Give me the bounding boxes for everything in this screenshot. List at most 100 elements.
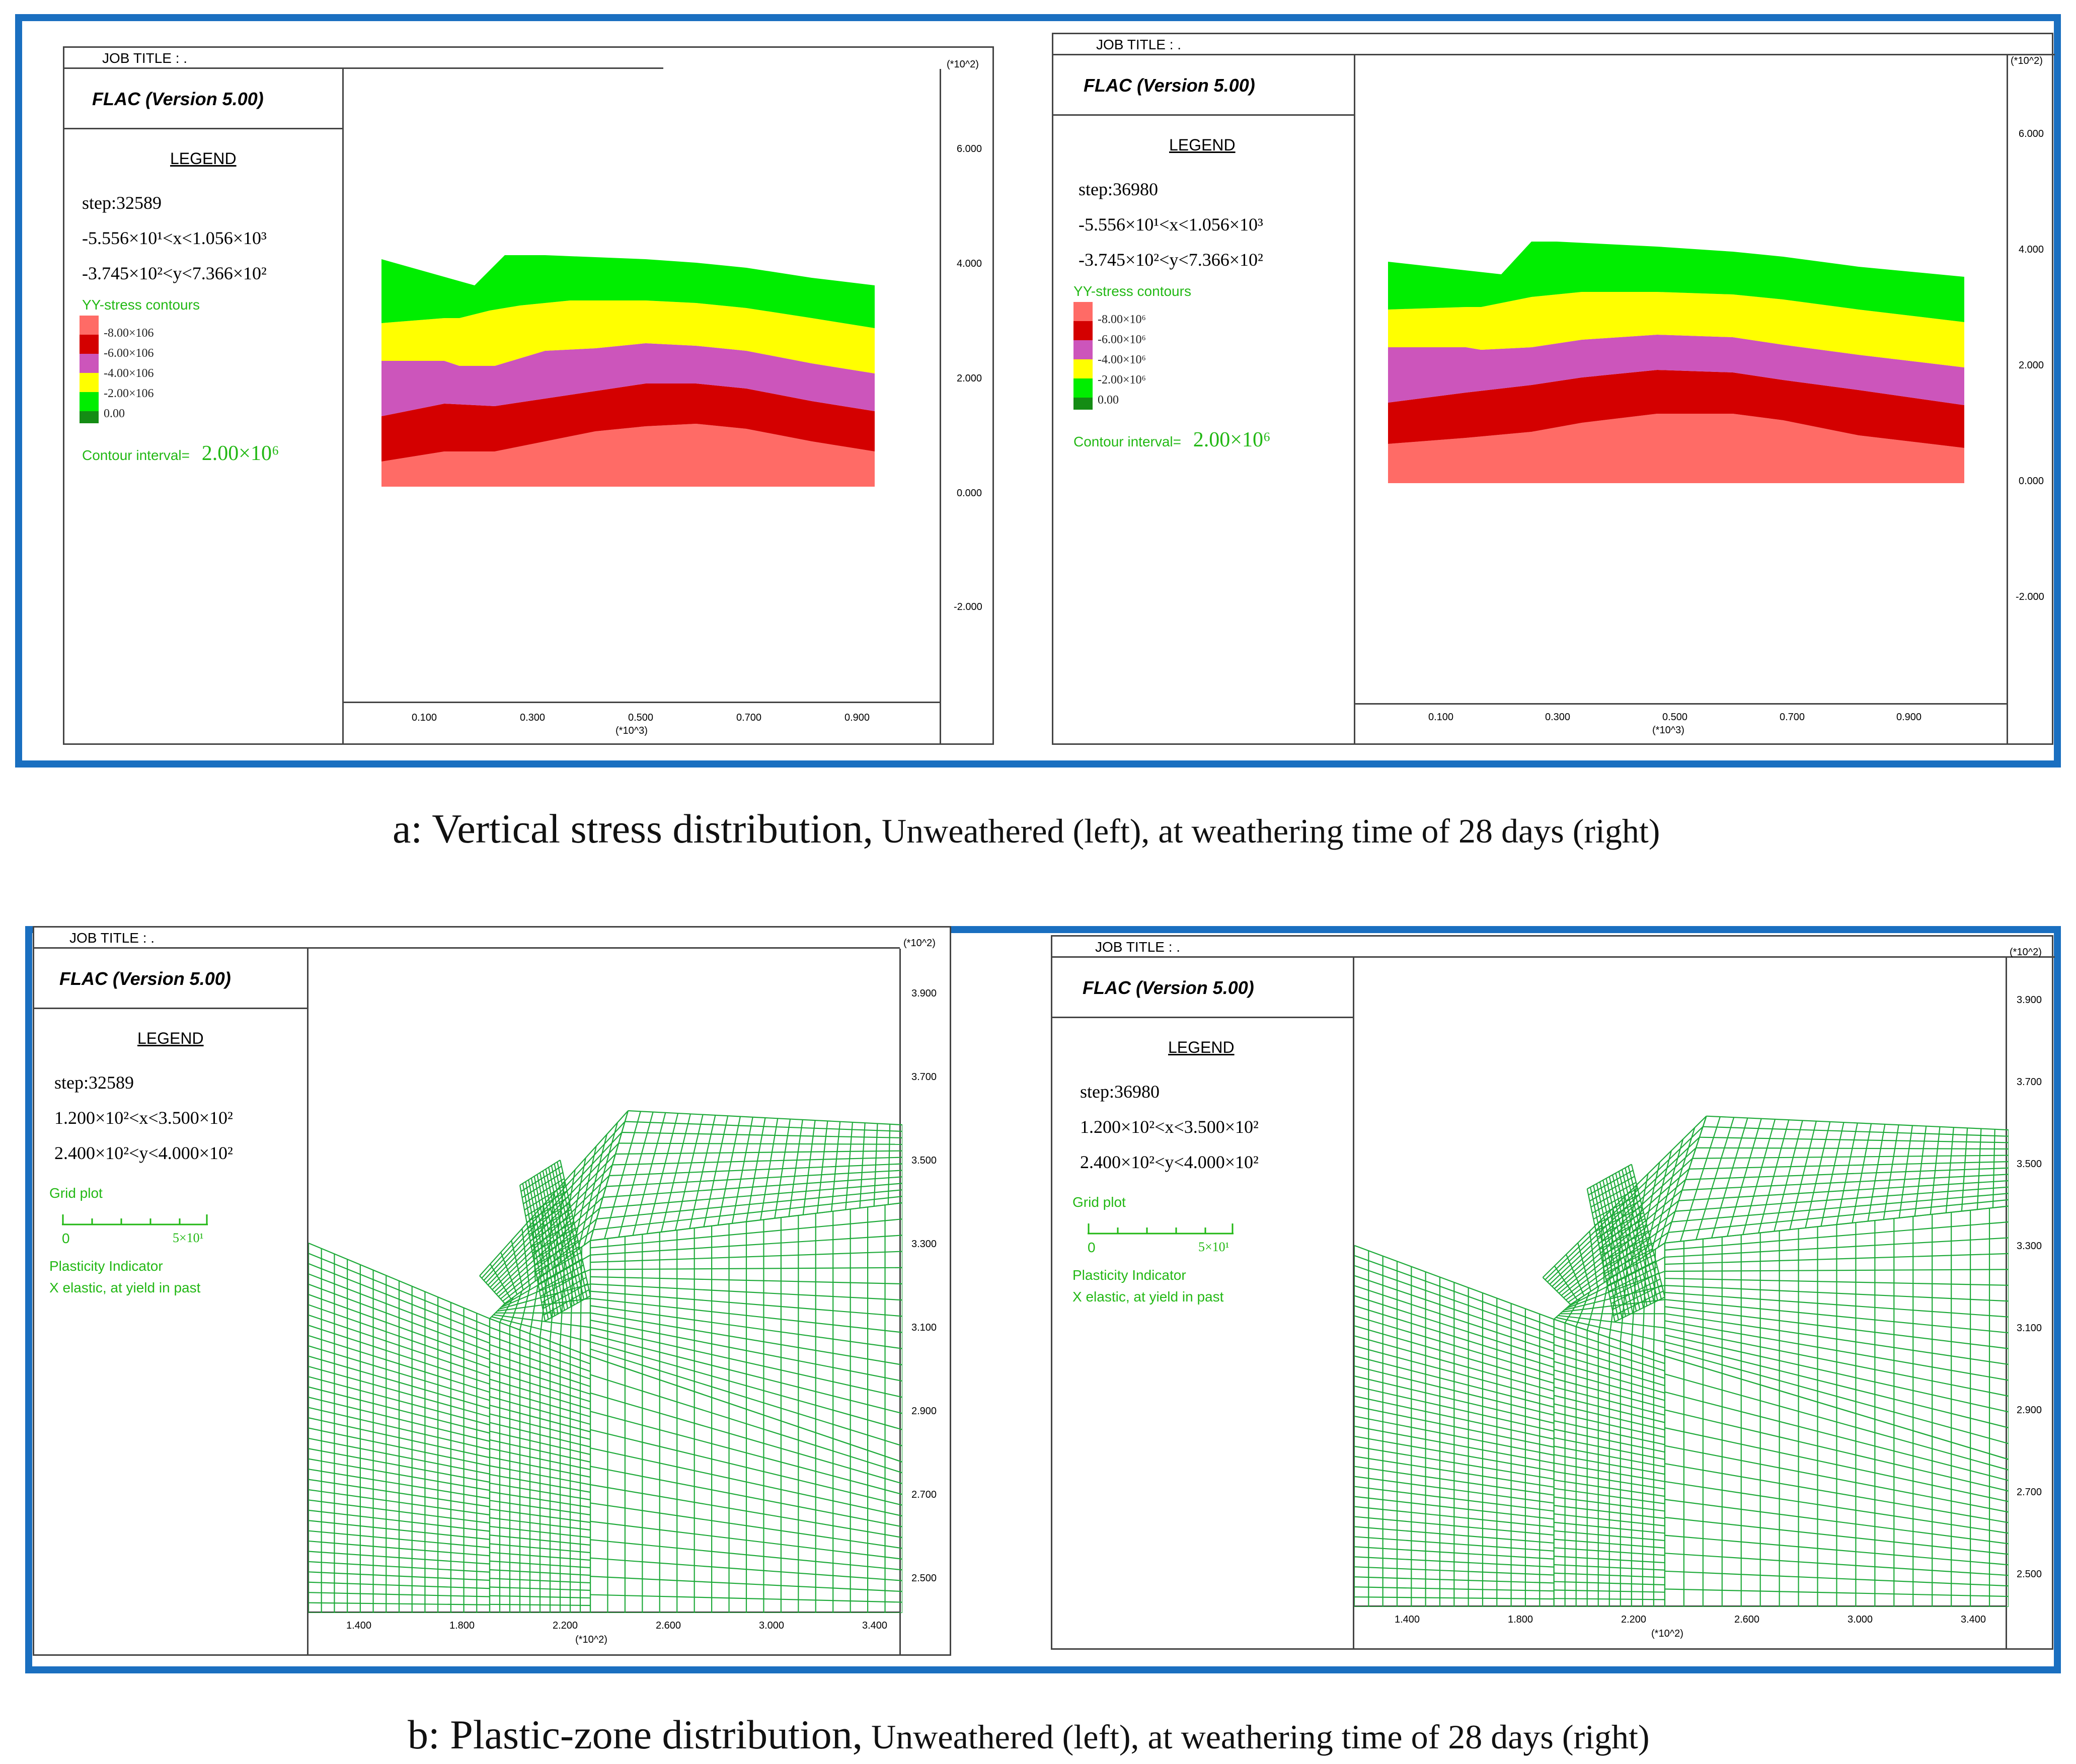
swatch-salmon xyxy=(1073,302,1093,321)
swatch-dark-green xyxy=(1073,398,1093,410)
mesh-right-upper xyxy=(589,1202,902,1463)
y-tick: 3.500 xyxy=(2017,1159,2042,1170)
x-tick: 0.500 xyxy=(1662,712,1688,723)
contour-interval-label: Contour interval= xyxy=(82,447,190,463)
plot-area xyxy=(307,949,902,1613)
x-axis: 0.100 0.300 0.500 0.700 0.900 (*10^3) xyxy=(342,703,941,745)
contour-level: -2.00×10⁶ xyxy=(1098,373,1146,387)
caption-sub: Unweathered (left), at weathering time o… xyxy=(863,1718,1650,1756)
figure-b-right-panel: JOB TITLE : . FLAC (Version 5.00) LEGEND… xyxy=(1051,935,2055,1650)
y-tick: 2.000 xyxy=(957,373,982,384)
stress-contour-plot xyxy=(1388,242,1964,483)
job-title: JOB TITLE : . xyxy=(1053,34,2055,55)
legend-column: FLAC (Version 5.00) LEGEND step:36980 1.… xyxy=(1052,958,1354,1650)
mesh-dense-patch xyxy=(1586,1164,1666,1323)
y-exponent: (*10^2) xyxy=(903,938,936,949)
x-exponent: (*10^3) xyxy=(1652,725,1684,736)
contour-level: 0.00 xyxy=(1098,394,1119,407)
x-exponent: (*10^3) xyxy=(616,725,648,736)
swatch-dark-green xyxy=(80,411,99,423)
contour-title: YY-stress contours xyxy=(82,297,200,313)
x-tick: 0.700 xyxy=(736,712,762,723)
contour-interval: Contour interval= 2.00×10⁶ xyxy=(82,441,279,466)
y-tick: 3.300 xyxy=(2017,1241,2042,1252)
contour-level: -4.00×10⁶ xyxy=(1098,353,1146,366)
mesh-right-lower xyxy=(589,1355,902,1613)
program-name: FLAC (Version 5.00) xyxy=(1052,958,1353,1018)
caption-main: b: Plastic-zone distribution, xyxy=(408,1712,863,1757)
y-tick: 2.900 xyxy=(2017,1405,2042,1416)
figure-b-left-panel: JOB TITLE : . FLAC (Version 5.00) LEGEND… xyxy=(33,926,951,1656)
figure-a-caption: a: Vertical stress distribution, Unweath… xyxy=(393,805,1660,853)
mesh-middle xyxy=(1553,1319,1666,1607)
band-magenta xyxy=(381,343,875,416)
legend-column: FLAC (Version 5.00) LEGEND step:36980 -5… xyxy=(1053,55,1355,745)
contour-level: -4.00×106 xyxy=(104,367,154,380)
contour-level: -6.00×10⁶ xyxy=(1098,333,1146,346)
band-yellow xyxy=(381,300,875,373)
y-tick: 6.000 xyxy=(957,143,982,155)
y-tick: 4.000 xyxy=(2019,244,2044,255)
y-tick: 3.100 xyxy=(2017,1323,2042,1334)
caption-sub: Unweathered (left), at weathering time o… xyxy=(873,812,1660,850)
contour-level: 0.00 xyxy=(104,407,125,420)
mesh-lower-left xyxy=(309,1242,491,1613)
mesh-grid-plot xyxy=(309,1110,902,1613)
contour-interval-value: 2.00×10⁶ xyxy=(1193,428,1271,451)
swatch-red xyxy=(1073,321,1093,340)
scale-zero: 0 xyxy=(1088,1240,1096,1255)
swatch-magenta xyxy=(1073,340,1093,359)
y-exponent: (*10^2) xyxy=(2011,55,2043,66)
mesh-upper-slope xyxy=(589,1110,902,1242)
band-red xyxy=(381,384,875,462)
program-name: FLAC (Version 5.00) xyxy=(64,69,342,129)
swatch-red xyxy=(80,335,99,354)
x-range-label: 1.200×10²<x<3.500×10² xyxy=(1080,1117,1259,1137)
mesh-right-lower xyxy=(1664,1355,2009,1607)
y-range-label: -3.745×10²<y<7.366×10² xyxy=(82,263,267,283)
legend-title: LEGEND xyxy=(1168,1038,1235,1056)
scale-bar xyxy=(62,1214,208,1225)
x-tick: 0.300 xyxy=(1545,712,1571,723)
x-tick: 0.900 xyxy=(844,712,870,723)
x-tick: 1.800 xyxy=(1508,1614,1533,1625)
y-tick: -2.000 xyxy=(954,601,982,612)
caption-main: a: Vertical stress distribution, xyxy=(393,806,874,852)
job-title: JOB TITLE : . xyxy=(64,48,663,69)
y-tick: 0.000 xyxy=(2019,476,2044,487)
job-title: JOB TITLE : . xyxy=(34,928,900,949)
x-tick: 3.400 xyxy=(862,1620,888,1631)
band-yellow xyxy=(1388,292,1964,367)
legend-title: LEGEND xyxy=(1169,136,1236,154)
contour-level: -2.00×106 xyxy=(104,387,154,400)
grid-plot-label: Grid plot xyxy=(49,1185,103,1201)
x-tick: 0.900 xyxy=(1896,712,1922,723)
y-tick: 2.700 xyxy=(2017,1487,2042,1498)
contour-level: -6.00×106 xyxy=(104,347,154,360)
band-green xyxy=(1388,242,1964,322)
swatch-green xyxy=(1073,378,1093,398)
y-tick: 6.000 xyxy=(2019,128,2044,139)
y-tick: -2.000 xyxy=(2016,591,2044,602)
plasticity-title: Plasticity Indicator xyxy=(49,1258,163,1274)
contour-interval: Contour interval= 2.00×10⁶ xyxy=(1073,428,1271,452)
x-tick: 2.600 xyxy=(1734,1614,1760,1625)
x-tick: 0.300 xyxy=(520,712,546,723)
x-axis: 1.400 1.800 2.200 2.600 3.000 3.400 (*10… xyxy=(1353,1607,2007,1650)
y-tick: 3.300 xyxy=(911,1239,937,1250)
plot-area xyxy=(1353,958,2009,1607)
mesh-middle xyxy=(489,1318,591,1613)
plasticity-desc: X elastic, at yield in past xyxy=(49,1280,201,1295)
x-tick: 0.100 xyxy=(1428,712,1454,723)
x-tick: 0.100 xyxy=(412,712,437,723)
swatch-yellow xyxy=(80,373,99,392)
x-tick: 3.000 xyxy=(1848,1614,1873,1625)
y-tick: 0.000 xyxy=(957,488,982,499)
step-label: step:36980 xyxy=(1080,1082,1160,1102)
band-salmon xyxy=(1388,414,1964,483)
figure-b-caption: b: Plastic-zone distribution, Unweathere… xyxy=(408,1711,1650,1758)
step-label: step:36980 xyxy=(1079,179,1158,199)
step-label: step:32589 xyxy=(54,1072,134,1093)
band-green xyxy=(381,255,875,328)
swatch-magenta xyxy=(80,354,99,373)
